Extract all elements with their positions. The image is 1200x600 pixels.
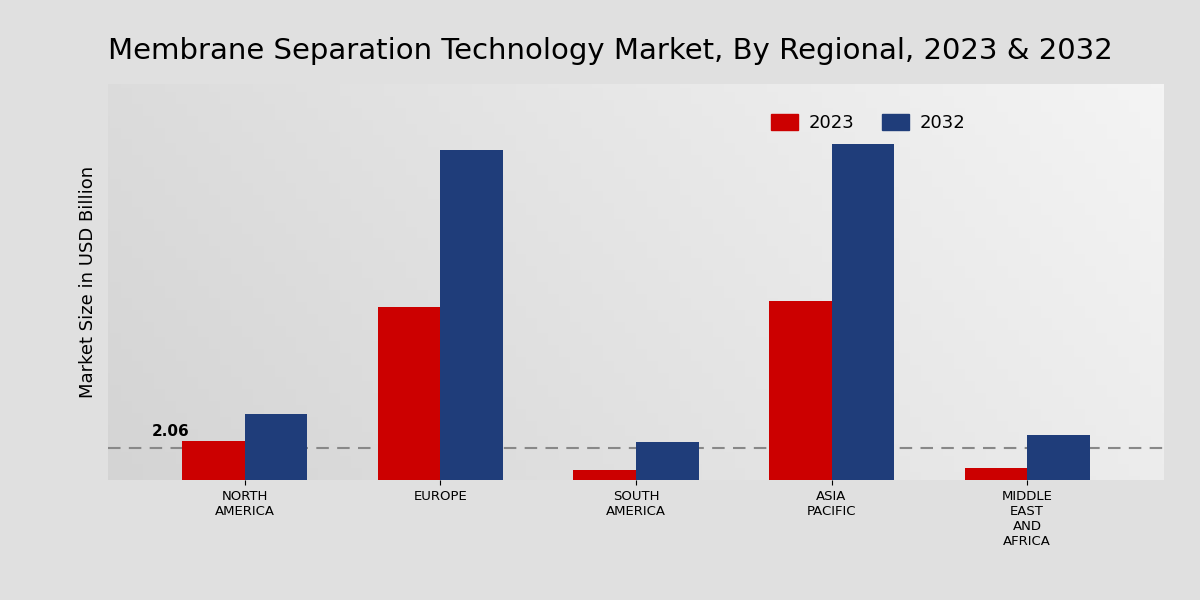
Bar [440, 150, 503, 480]
Text: 2.06: 2.06 [151, 424, 190, 439]
Bar [182, 441, 245, 480]
Bar [832, 145, 894, 480]
Legend: 2023, 2032: 2023, 2032 [762, 105, 974, 141]
Bar [636, 442, 698, 480]
Bar [1027, 435, 1090, 480]
Text: Membrane Separation Technology Market, By Regional, 2023 & 2032: Membrane Separation Technology Market, B… [108, 37, 1112, 65]
Bar [378, 307, 440, 480]
Bar [965, 468, 1027, 480]
Y-axis label: Market Size in USD Billion: Market Size in USD Billion [79, 166, 97, 398]
Bar [769, 301, 832, 480]
Bar [574, 470, 636, 480]
Bar [245, 414, 307, 480]
